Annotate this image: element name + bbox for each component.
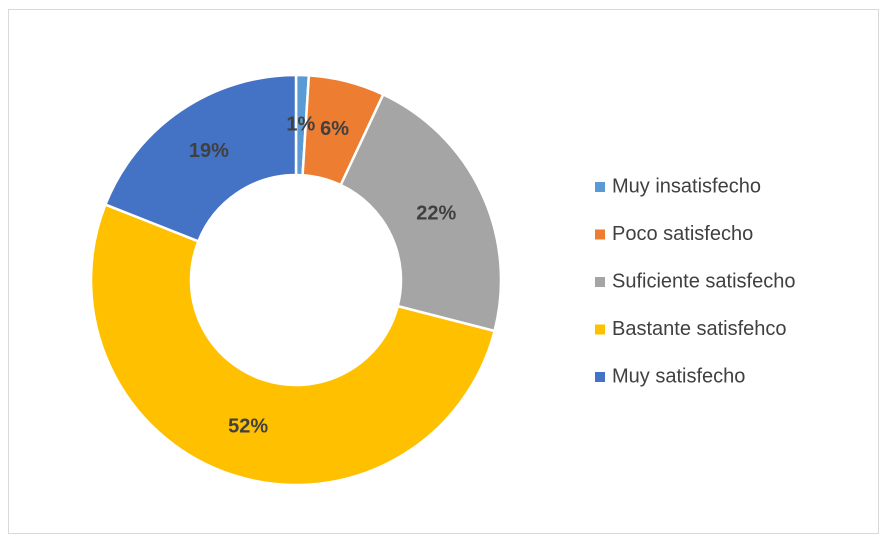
legend-label: Muy insatisfecho [612, 175, 761, 197]
data-label: 19% [189, 140, 229, 162]
legend-swatch [595, 277, 605, 287]
legend-swatch [595, 229, 605, 240]
slice [339, 92, 503, 333]
legend-swatch [595, 324, 605, 335]
legend-label: Poco satisfecho [612, 223, 753, 245]
legend-swatch [595, 182, 605, 192]
data-label: 1% [286, 113, 315, 135]
data-label: 22% [416, 202, 456, 224]
data-label: 52% [228, 416, 268, 438]
legend-label: Suficiente satisfecho [612, 270, 795, 292]
legend-label: Muy satisfecho [612, 365, 745, 387]
legend-label: Bastante satisfehco [612, 318, 787, 340]
slice [103, 73, 298, 243]
legend-swatch [595, 372, 605, 382]
data-label: 6% [320, 118, 349, 140]
slice [89, 202, 497, 487]
